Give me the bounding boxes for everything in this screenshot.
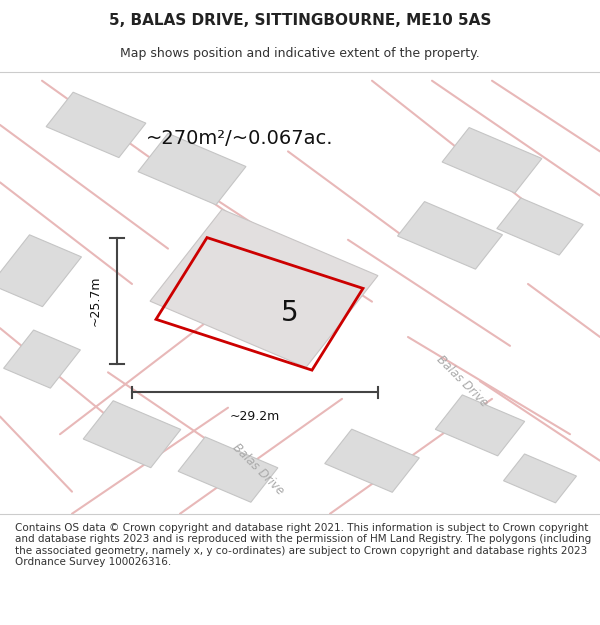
- Text: 5, BALAS DRIVE, SITTINGBOURNE, ME10 5AS: 5, BALAS DRIVE, SITTINGBOURNE, ME10 5AS: [109, 12, 491, 28]
- Polygon shape: [436, 395, 524, 456]
- Polygon shape: [178, 437, 278, 503]
- Text: Contains OS data © Crown copyright and database right 2021. This information is : Contains OS data © Crown copyright and d…: [15, 522, 591, 568]
- Polygon shape: [138, 133, 246, 205]
- Text: ~25.7m: ~25.7m: [89, 275, 102, 326]
- Text: Map shows position and indicative extent of the property.: Map shows position and indicative extent…: [120, 48, 480, 61]
- Polygon shape: [46, 92, 146, 158]
- Text: Balas Drive: Balas Drive: [434, 353, 490, 409]
- Polygon shape: [4, 330, 80, 388]
- Polygon shape: [325, 429, 419, 493]
- Polygon shape: [150, 209, 378, 368]
- Polygon shape: [83, 401, 181, 468]
- Polygon shape: [503, 454, 577, 503]
- Text: ~29.2m: ~29.2m: [230, 410, 280, 423]
- Polygon shape: [0, 235, 82, 307]
- Polygon shape: [497, 198, 583, 255]
- Polygon shape: [442, 127, 542, 193]
- Text: 5: 5: [281, 299, 298, 327]
- Polygon shape: [398, 202, 502, 269]
- Text: Balas Drive: Balas Drive: [230, 441, 286, 498]
- Text: ~270m²/~0.067ac.: ~270m²/~0.067ac.: [146, 129, 334, 148]
